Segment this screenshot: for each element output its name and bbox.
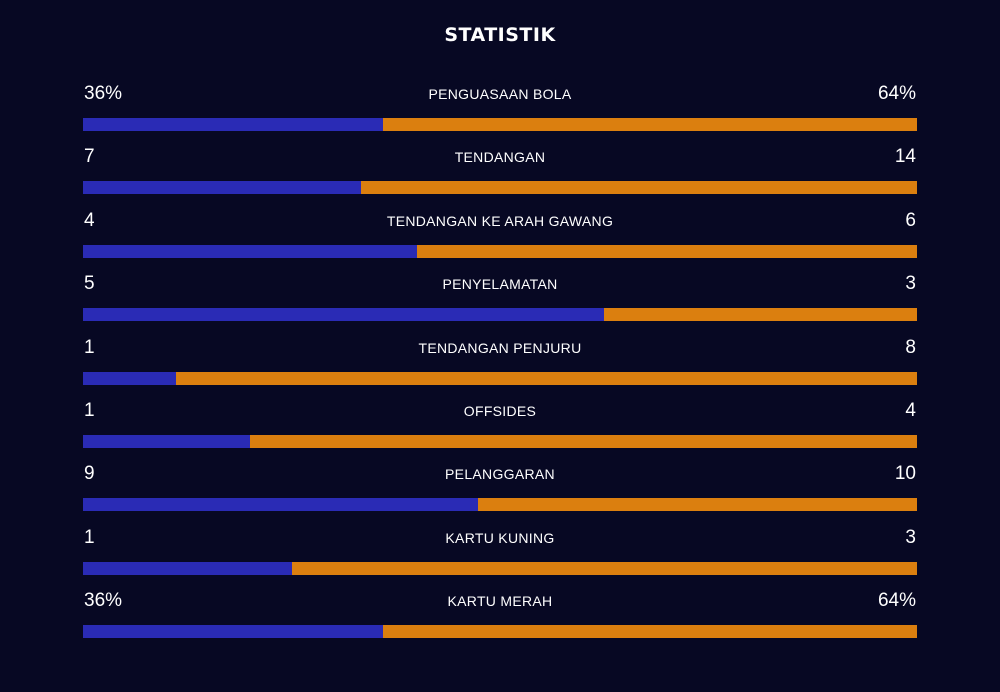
comparison-bar [83, 244, 917, 258]
page-title: STATISTIK [444, 24, 556, 46]
away-value: 3 [905, 273, 916, 295]
away-value: 6 [905, 209, 916, 231]
home-bar [83, 561, 292, 575]
home-bar [83, 434, 250, 448]
stat-values: 1 OFFSIDES 4 [83, 397, 917, 425]
stat-label: KARTU MERAH [447, 593, 553, 610]
away-value: 64% [877, 590, 916, 612]
comparison-bar [83, 118, 917, 131]
home-value: 9 [84, 463, 95, 485]
stat-row: 5 PENYELAMATAN 3 [83, 270, 917, 333]
home-bar [83, 308, 605, 322]
home-bar [83, 244, 417, 258]
stat-values: 7 TENDANGAN 14 [83, 143, 917, 171]
home-value: 1 [84, 336, 95, 358]
home-value: 1 [84, 526, 95, 548]
stat-values: 36% KARTU MERAH 64% [83, 587, 917, 615]
stat-values: 5 PENYELAMATAN 3 [83, 270, 917, 298]
home-bar [83, 371, 176, 385]
stat-values: 1 KARTU KUNING 3 [83, 524, 917, 552]
away-bar [176, 372, 917, 385]
home-bar [83, 498, 479, 512]
home-bar [83, 118, 384, 131]
away-bar [361, 181, 917, 194]
stat-label: KARTU KUNING [445, 529, 555, 546]
stat-values: 36% PENGUASAAN BOLA 64% [83, 80, 917, 108]
away-bar [383, 625, 917, 638]
stat-label: PENYELAMATAN [442, 276, 558, 293]
stat-label: PENGUASAAN BOLA [428, 86, 572, 102]
home-bar [83, 181, 361, 195]
away-value: 4 [905, 399, 916, 421]
comparison-bar [83, 308, 917, 322]
away-value: 3 [905, 526, 916, 548]
away-value: 14 [894, 146, 916, 168]
stat-values: 9 PELANGGARAN 10 [83, 460, 917, 488]
stat-row: 36% KARTU MERAH 64% [83, 587, 917, 650]
stat-label: TENDANGAN KE ARAH GAWANG [386, 212, 614, 229]
home-value: 5 [84, 273, 95, 295]
stat-label: TENDANGAN PENJURU [418, 339, 582, 356]
comparison-bar [83, 371, 917, 385]
home-value: 36% [84, 83, 123, 104]
home-value: 1 [84, 399, 95, 421]
comparison-bar [83, 561, 918, 575]
away-bar [478, 498, 917, 511]
stat-label: OFFSIDES [463, 402, 537, 419]
comparison-bar [83, 434, 917, 448]
away-bar [604, 308, 917, 321]
away-bar [292, 562, 918, 575]
stat-row: 1 KARTU KUNING 3 [83, 524, 917, 587]
stat-label: PELANGGARAN [445, 466, 555, 483]
away-bar [383, 118, 917, 131]
stat-row: 36% PENGUASAAN BOLA 64% [83, 80, 917, 143]
stat-row: 1 OFFSIDES 4 [83, 397, 917, 460]
stat-row: 4 TENDANGAN KE ARAH GAWANG 6 [83, 207, 917, 270]
away-bar [417, 245, 917, 258]
home-value: 4 [84, 209, 95, 231]
home-value: 36% [84, 590, 123, 612]
away-value: 10 [894, 463, 916, 485]
stat-row: 7 TENDANGAN 14 [83, 143, 917, 206]
comparison-bar [83, 498, 917, 512]
stat-values: 1 TENDANGAN PENJURU 8 [83, 334, 917, 362]
away-value: 64% [877, 83, 916, 104]
stat-label: TENDANGAN [454, 149, 546, 166]
stats-list: 36% PENGUASAAN BOLA 64% 7 TENDANGAN 14 4… [83, 80, 917, 651]
stat-values: 4 TENDANGAN KE ARAH GAWANG 6 [83, 207, 917, 235]
stat-row: 9 PELANGGARAN 10 [83, 460, 917, 523]
away-value: 8 [905, 336, 916, 358]
home-bar [83, 625, 384, 639]
away-bar [250, 435, 917, 448]
comparison-bar [83, 625, 917, 639]
comparison-bar [83, 181, 917, 195]
stat-row: 1 TENDANGAN PENJURU 8 [83, 334, 917, 397]
home-value: 7 [84, 146, 95, 168]
